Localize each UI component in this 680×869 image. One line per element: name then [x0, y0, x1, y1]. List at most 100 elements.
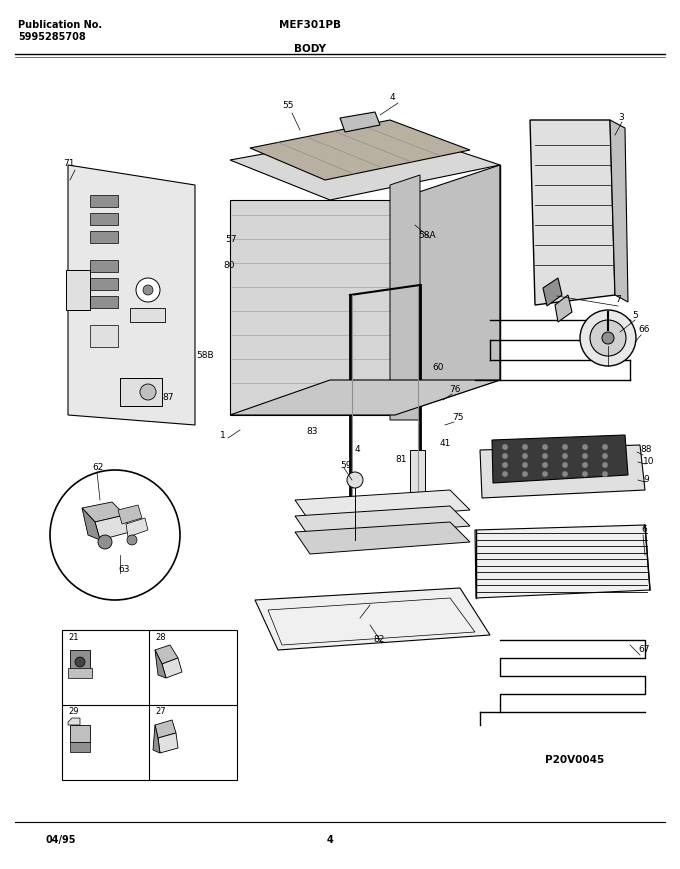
Circle shape: [140, 384, 156, 400]
Polygon shape: [82, 502, 125, 522]
Polygon shape: [492, 435, 628, 483]
Circle shape: [602, 444, 608, 450]
Text: Publication No.: Publication No.: [18, 20, 102, 30]
Text: 63: 63: [118, 566, 129, 574]
Polygon shape: [66, 270, 90, 310]
Polygon shape: [255, 588, 490, 650]
Text: 21: 21: [68, 633, 78, 641]
Circle shape: [136, 278, 160, 302]
Circle shape: [75, 657, 85, 667]
Polygon shape: [155, 645, 178, 664]
Polygon shape: [70, 725, 90, 742]
Text: 6: 6: [641, 526, 647, 534]
Polygon shape: [555, 295, 572, 322]
Polygon shape: [543, 278, 562, 306]
Bar: [130, 308, 165, 322]
Polygon shape: [90, 260, 118, 272]
Polygon shape: [530, 120, 615, 305]
Circle shape: [582, 471, 588, 477]
Text: MEF301PB: MEF301PB: [279, 20, 341, 30]
Circle shape: [542, 444, 548, 450]
Text: 57: 57: [225, 235, 237, 244]
Text: 71: 71: [63, 158, 75, 168]
Polygon shape: [162, 658, 182, 678]
Text: 67: 67: [638, 646, 649, 654]
Text: BODY: BODY: [294, 44, 326, 54]
Circle shape: [602, 471, 608, 477]
Circle shape: [562, 462, 568, 468]
Polygon shape: [153, 725, 160, 753]
Circle shape: [522, 453, 528, 459]
Bar: [62, 630, 237, 780]
Polygon shape: [68, 668, 92, 678]
Polygon shape: [295, 490, 470, 522]
Circle shape: [502, 444, 508, 450]
Text: 88: 88: [640, 446, 651, 454]
Text: 55: 55: [282, 101, 294, 109]
Polygon shape: [70, 742, 90, 752]
Circle shape: [522, 444, 528, 450]
Text: 3: 3: [618, 114, 624, 123]
Bar: [90, 325, 118, 347]
Polygon shape: [340, 112, 380, 132]
Circle shape: [582, 453, 588, 459]
Polygon shape: [118, 505, 142, 524]
Polygon shape: [95, 515, 130, 540]
Text: 80: 80: [223, 261, 235, 269]
Text: 29: 29: [68, 707, 78, 717]
Text: 7: 7: [615, 295, 621, 304]
Circle shape: [502, 453, 508, 459]
Circle shape: [602, 462, 608, 468]
Text: 76: 76: [449, 386, 460, 395]
Polygon shape: [155, 650, 166, 678]
Circle shape: [602, 453, 608, 459]
Text: 81: 81: [395, 455, 407, 465]
Polygon shape: [82, 508, 100, 540]
Text: 75: 75: [452, 414, 464, 422]
Text: 4: 4: [326, 835, 333, 845]
Polygon shape: [68, 718, 80, 725]
Text: 5: 5: [632, 310, 638, 320]
Polygon shape: [90, 296, 118, 308]
Text: 5995285708: 5995285708: [18, 32, 86, 42]
Bar: [120, 378, 162, 406]
Circle shape: [542, 471, 548, 477]
Text: 59: 59: [340, 461, 352, 469]
Polygon shape: [155, 720, 176, 738]
Circle shape: [580, 310, 636, 366]
Circle shape: [127, 535, 137, 545]
Polygon shape: [68, 165, 195, 425]
Text: 1: 1: [220, 430, 226, 440]
Polygon shape: [90, 195, 118, 207]
Circle shape: [542, 462, 548, 468]
Text: 41: 41: [440, 439, 452, 448]
Circle shape: [502, 471, 508, 477]
Text: 60: 60: [432, 363, 443, 373]
Polygon shape: [230, 130, 500, 200]
Circle shape: [590, 320, 626, 356]
Circle shape: [347, 472, 363, 488]
Text: 83: 83: [306, 428, 318, 436]
Text: 62: 62: [92, 463, 103, 473]
Circle shape: [582, 462, 588, 468]
Circle shape: [143, 285, 153, 295]
Polygon shape: [250, 120, 470, 180]
Polygon shape: [90, 231, 118, 243]
Polygon shape: [295, 506, 470, 538]
Polygon shape: [90, 278, 118, 290]
Polygon shape: [395, 165, 500, 415]
Polygon shape: [126, 518, 148, 537]
Polygon shape: [390, 175, 420, 420]
Circle shape: [522, 462, 528, 468]
Circle shape: [562, 453, 568, 459]
Polygon shape: [295, 522, 470, 554]
Polygon shape: [158, 733, 178, 753]
Circle shape: [562, 471, 568, 477]
Polygon shape: [475, 525, 650, 598]
Circle shape: [602, 332, 614, 344]
Text: 28: 28: [155, 633, 166, 641]
Circle shape: [582, 444, 588, 450]
Polygon shape: [480, 445, 645, 498]
Text: 04/95: 04/95: [45, 835, 75, 845]
Polygon shape: [230, 380, 500, 415]
